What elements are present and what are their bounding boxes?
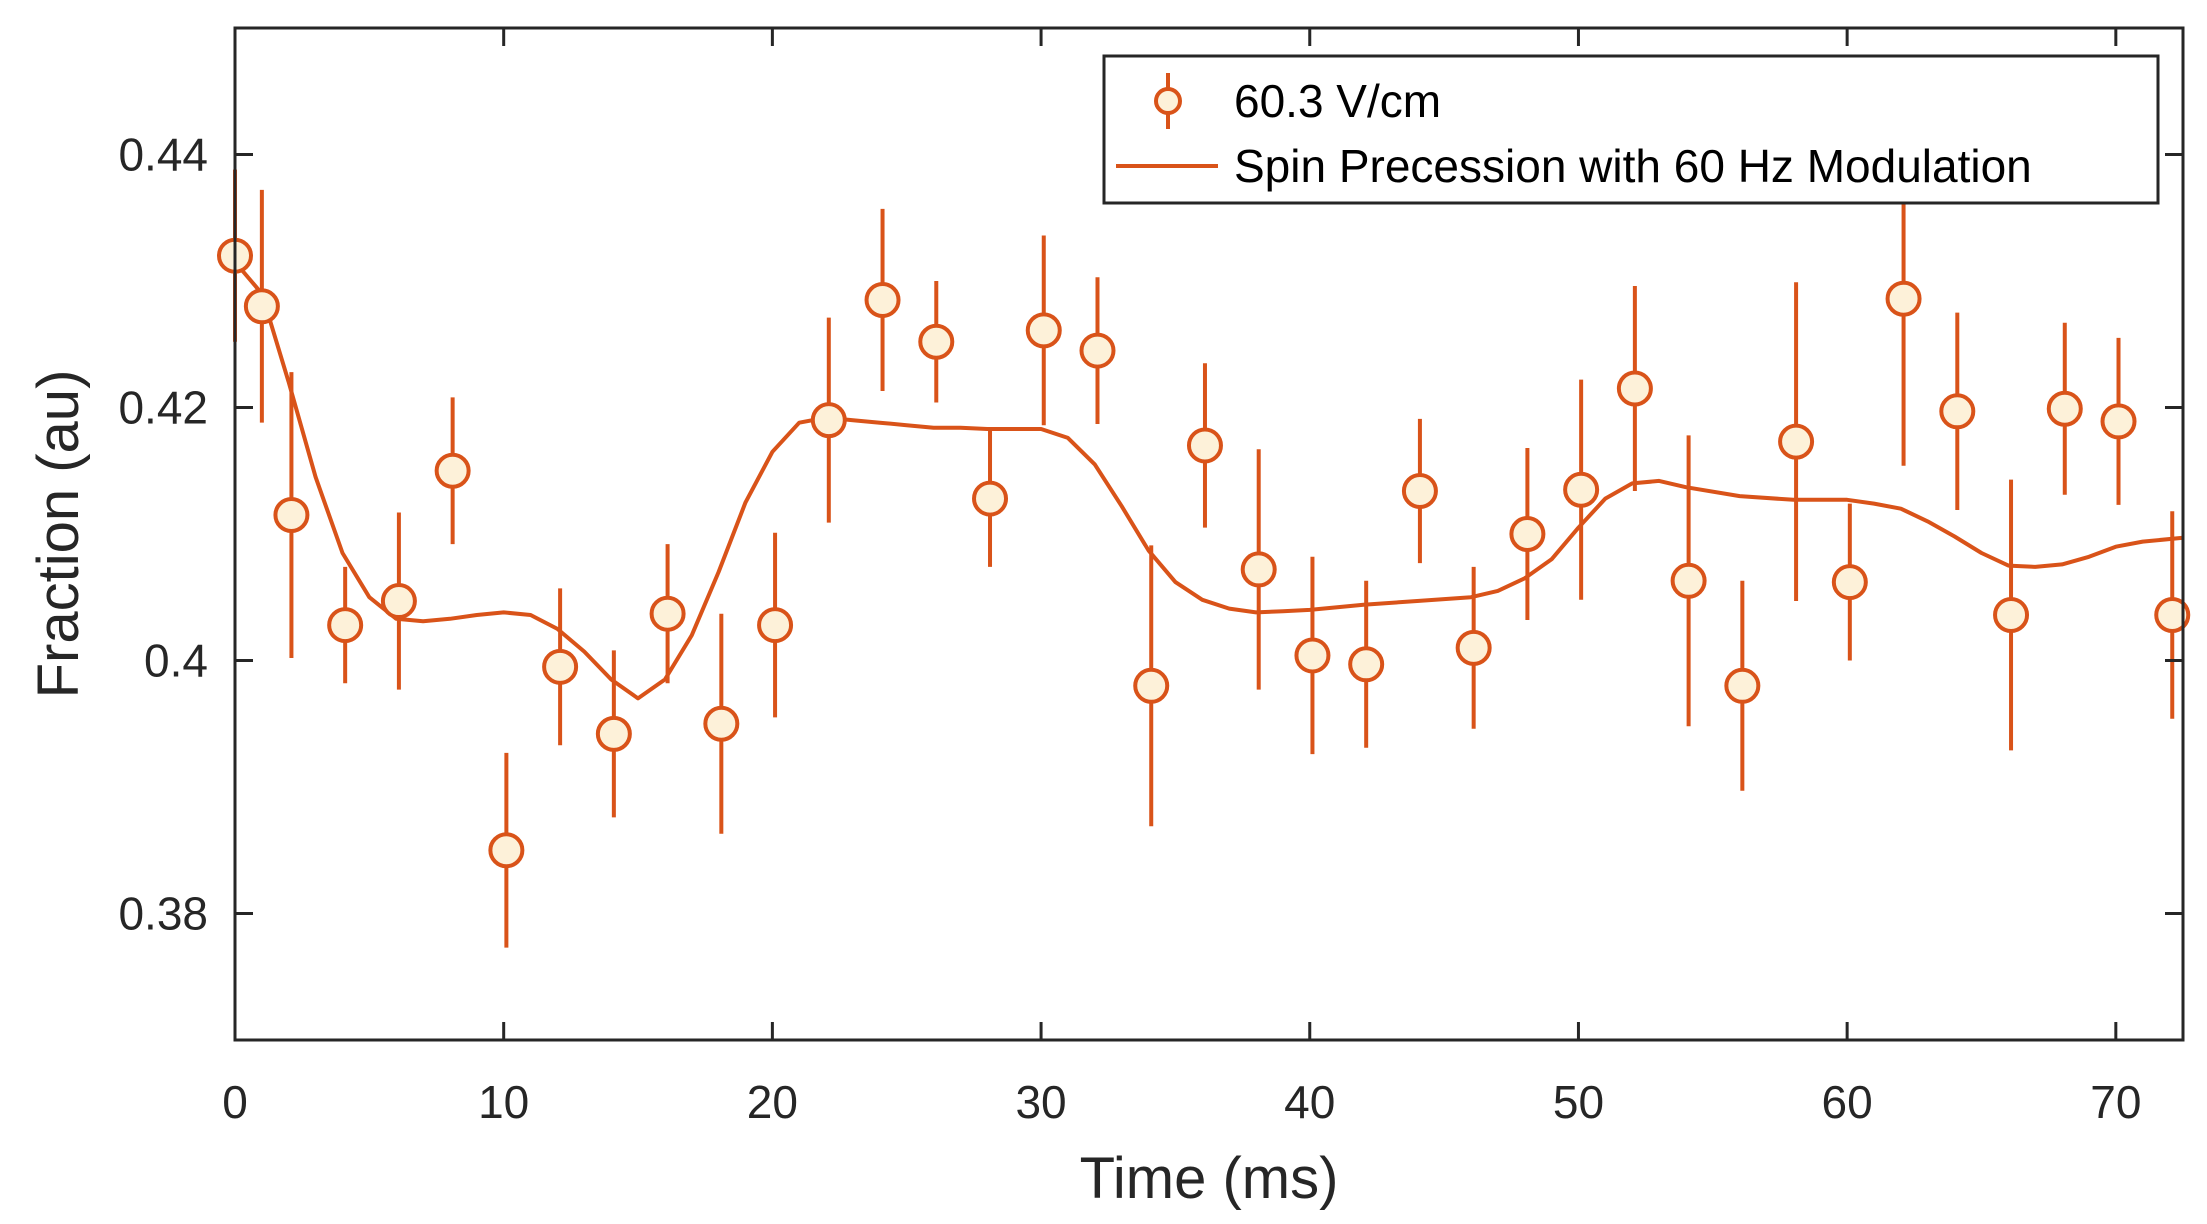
y-tick-label: 0.44 — [118, 129, 208, 181]
data-marker — [434, 452, 471, 489]
data-marker — [1455, 629, 1492, 666]
data-marker — [810, 402, 847, 439]
data-point — [488, 752, 525, 948]
data-marker — [1509, 516, 1546, 552]
data-point — [757, 532, 794, 718]
data-point — [703, 613, 740, 834]
data-marker — [1186, 427, 1223, 464]
data-point — [1133, 545, 1170, 827]
data-point — [1186, 363, 1223, 528]
fit-curve — [233, 260, 2184, 701]
legend-label: 60.3 V/cm — [1234, 75, 1441, 127]
data-point — [243, 189, 280, 423]
data-marker — [1939, 393, 1976, 430]
data-point — [434, 397, 471, 545]
data-point — [1939, 312, 1976, 510]
y-tick-label: 0.38 — [118, 888, 208, 940]
axes-layer: 0 10 20 30 40 50 60 70 0.38 0.4 0.42 0.44 Time (ms) F… — [26, 26, 2185, 1211]
y-tick-label: 0.4 — [144, 635, 208, 687]
axes-box — [233, 26, 2185, 1042]
data-marker — [2100, 403, 2137, 440]
data-marker — [243, 288, 280, 325]
data-marker — [1348, 646, 1385, 683]
data-marker — [595, 715, 632, 752]
data-marker — [1401, 472, 1438, 509]
data-point — [1079, 277, 1116, 424]
data-marker — [1563, 471, 1600, 508]
data-marker — [2154, 596, 2191, 633]
data-marker — [542, 648, 579, 685]
x-tick-label: 50 — [1553, 1076, 1604, 1128]
data-point — [1348, 580, 1385, 748]
legend-marker-swatch — [1154, 87, 1182, 115]
data-marker — [488, 832, 525, 869]
data-point — [2154, 511, 2191, 719]
data-marker — [1831, 564, 1868, 601]
x-tick-label: 30 — [1015, 1076, 1066, 1128]
data-point — [1993, 479, 2030, 751]
x-axis-title: Time (ms) — [1080, 1146, 1339, 1211]
x-tick-label: 60 — [1822, 1076, 1873, 1128]
legend: 60.3 V/cm Spin Precession with 60 Hz Modu… — [1102, 54, 2160, 205]
data-marker — [1294, 637, 1331, 674]
data-marker — [1240, 551, 1277, 588]
data-point — [1240, 449, 1277, 690]
data-marker — [1885, 280, 1922, 317]
data-marker — [380, 583, 417, 620]
data-point — [380, 512, 417, 690]
x-tick-label: 20 — [747, 1076, 798, 1128]
data-marker — [1616, 370, 1653, 407]
data-point — [649, 544, 686, 684]
data-point — [1025, 235, 1062, 426]
data-marker — [864, 281, 901, 318]
data-marker — [1133, 667, 1170, 704]
data-marker — [649, 595, 686, 632]
data-point — [864, 208, 901, 392]
data-point — [595, 650, 632, 818]
data-marker — [1670, 562, 1707, 599]
data-marker — [918, 323, 955, 360]
data-marker — [1079, 332, 1116, 369]
data-marker — [1778, 423, 1815, 460]
data-marker — [1993, 596, 2030, 633]
data-marker — [1724, 667, 1761, 704]
data-point — [1724, 580, 1761, 791]
data-point — [2046, 322, 2083, 495]
data-point — [810, 317, 847, 523]
data-point — [2100, 337, 2137, 505]
data-marker — [1025, 312, 1062, 349]
data-point — [1670, 435, 1707, 727]
data-point — [1294, 556, 1331, 755]
data-marker — [703, 705, 740, 742]
data-point — [1455, 566, 1492, 729]
data-point — [1509, 447, 1546, 621]
x-tick-label: 10 — [478, 1076, 529, 1128]
data-point — [918, 281, 955, 403]
data-point — [972, 430, 1009, 567]
data-layer — [217, 131, 2191, 948]
x-tick-label: 0 — [222, 1076, 248, 1128]
y-axis-title: Fraction (au) — [26, 370, 91, 699]
legend-label: Spin Precession with 60 Hz Modulation — [1234, 140, 2032, 192]
x-tick-label: 40 — [1284, 1076, 1335, 1128]
data-marker — [757, 607, 794, 644]
x-tick-label: 70 — [2090, 1076, 2141, 1128]
data-point — [542, 588, 579, 746]
data-marker — [972, 480, 1009, 517]
data-marker — [2046, 390, 2083, 427]
data-point — [273, 372, 310, 658]
data-marker — [273, 497, 310, 534]
data-marker — [327, 607, 364, 644]
legend-box — [1102, 54, 2160, 205]
data-point — [1401, 418, 1438, 564]
y-tick-label: 0.42 — [118, 382, 208, 434]
data-point — [1831, 503, 1868, 661]
data-point — [1616, 286, 1653, 491]
data-point — [1778, 282, 1815, 602]
data-point — [1563, 379, 1600, 600]
data-point — [327, 566, 364, 684]
fit-layer — [233, 260, 2184, 701]
